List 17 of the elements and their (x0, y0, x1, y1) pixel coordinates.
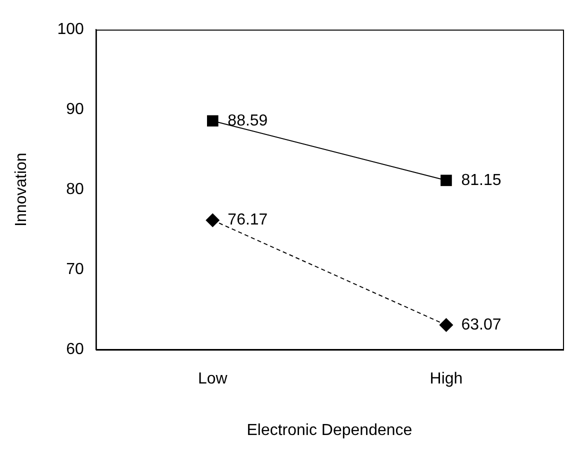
point (439, 318, 454, 332)
y-tick-label: 100 (57, 21, 84, 38)
data-label: 63.07 (461, 316, 502, 334)
x-tick-label: Low (198, 370, 228, 388)
y-tick-label: 80 (66, 181, 84, 198)
y-tick-label: 70 (66, 261, 84, 278)
y-axis-title: Innovation (13, 152, 30, 227)
x-axis-title: Electronic Dependence (246, 422, 412, 439)
data-label: 76.17 (228, 212, 268, 229)
x-tick-label: High (430, 370, 463, 388)
data-label: 88.59 (228, 112, 268, 130)
data-label: 81.15 (461, 172, 502, 189)
point (440, 174, 452, 186)
y-tick-label: 90 (66, 101, 84, 118)
point (207, 115, 218, 127)
y-tick-label: 60 (66, 341, 84, 358)
point (206, 213, 220, 228)
